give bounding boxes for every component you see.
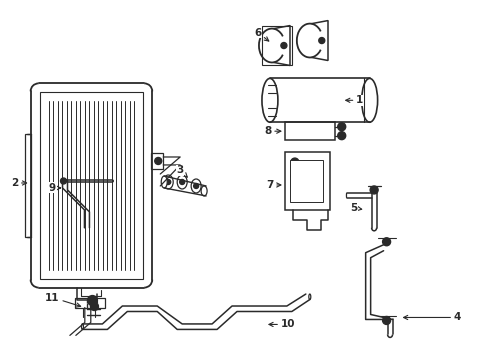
Ellipse shape	[308, 294, 310, 300]
Bar	[24, 134, 31, 237]
Ellipse shape	[262, 78, 277, 122]
Circle shape	[90, 302, 98, 310]
Bar	[262, 26, 291, 66]
Ellipse shape	[161, 176, 167, 188]
Circle shape	[337, 132, 345, 140]
Ellipse shape	[201, 186, 207, 196]
Text: 11: 11	[45, 293, 81, 307]
Text: 10: 10	[268, 319, 295, 329]
Text: 2: 2	[11, 178, 26, 188]
Circle shape	[318, 37, 324, 44]
Text: 7: 7	[265, 180, 280, 190]
Circle shape	[382, 316, 390, 324]
Text: 9: 9	[49, 183, 61, 193]
Circle shape	[165, 180, 170, 184]
Bar	[289, 160, 322, 202]
Text: 4: 4	[403, 312, 460, 323]
Circle shape	[193, 184, 198, 189]
Circle shape	[154, 157, 162, 165]
Bar	[285, 152, 329, 210]
Ellipse shape	[361, 78, 377, 122]
Text: 3: 3	[176, 165, 187, 177]
Bar	[285, 122, 334, 140]
Bar	[75, 298, 104, 307]
Ellipse shape	[81, 324, 83, 329]
Ellipse shape	[163, 175, 173, 189]
Text: 5: 5	[349, 203, 361, 213]
Circle shape	[87, 296, 97, 306]
Circle shape	[61, 178, 66, 184]
Ellipse shape	[191, 179, 201, 193]
Ellipse shape	[177, 175, 187, 189]
Circle shape	[280, 42, 286, 49]
Text: 8: 8	[264, 126, 280, 136]
Circle shape	[290, 158, 298, 166]
Text: 1: 1	[345, 95, 363, 105]
Circle shape	[309, 163, 315, 169]
Circle shape	[179, 180, 184, 184]
Circle shape	[382, 238, 390, 246]
Circle shape	[369, 186, 377, 194]
Bar	[151, 153, 163, 169]
Bar	[40, 92, 143, 279]
Circle shape	[337, 123, 345, 131]
Circle shape	[290, 172, 298, 180]
Text: 6: 6	[254, 28, 268, 41]
